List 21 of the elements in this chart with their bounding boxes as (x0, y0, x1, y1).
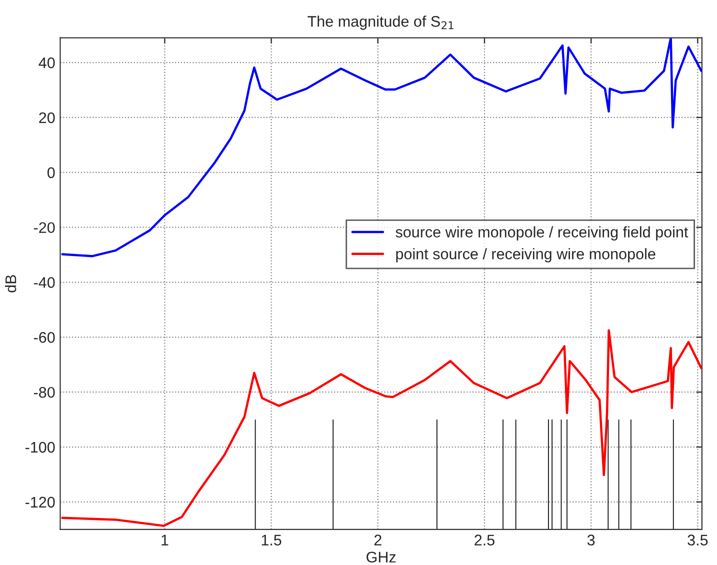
x-tick-label: 2.5 (474, 534, 494, 546)
y-tick-label: 0 (47, 167, 55, 178)
x-tick-label: 3.5 (688, 534, 708, 546)
y-tick-label: -40 (34, 277, 55, 288)
y-tick-label: -100 (25, 442, 55, 453)
legend-label: point source / receiving wire monopole (396, 248, 656, 262)
x-tick-label: 2 (374, 534, 382, 546)
x-tick-label: 1 (162, 534, 168, 546)
x-axis-title: GHz (366, 552, 396, 563)
x-tick-label: 1.5 (262, 534, 282, 546)
line-series (61, 329, 702, 527)
legend-label: source wire monopole / receiving field point (396, 226, 688, 240)
y-tick-label: -80 (34, 386, 55, 398)
y-tick-label: -60 (34, 332, 55, 343)
y-tick-label: 40 (38, 57, 55, 68)
y-axis-title: dB (4, 275, 16, 292)
y-tick-label: -20 (34, 222, 55, 234)
x-tick-label: 3 (587, 534, 595, 546)
y-tick-label: -120 (25, 496, 55, 508)
chart-title: The magnitude of S$_{21}$ (308, 16, 454, 30)
y-tick-label: 20 (39, 112, 55, 124)
